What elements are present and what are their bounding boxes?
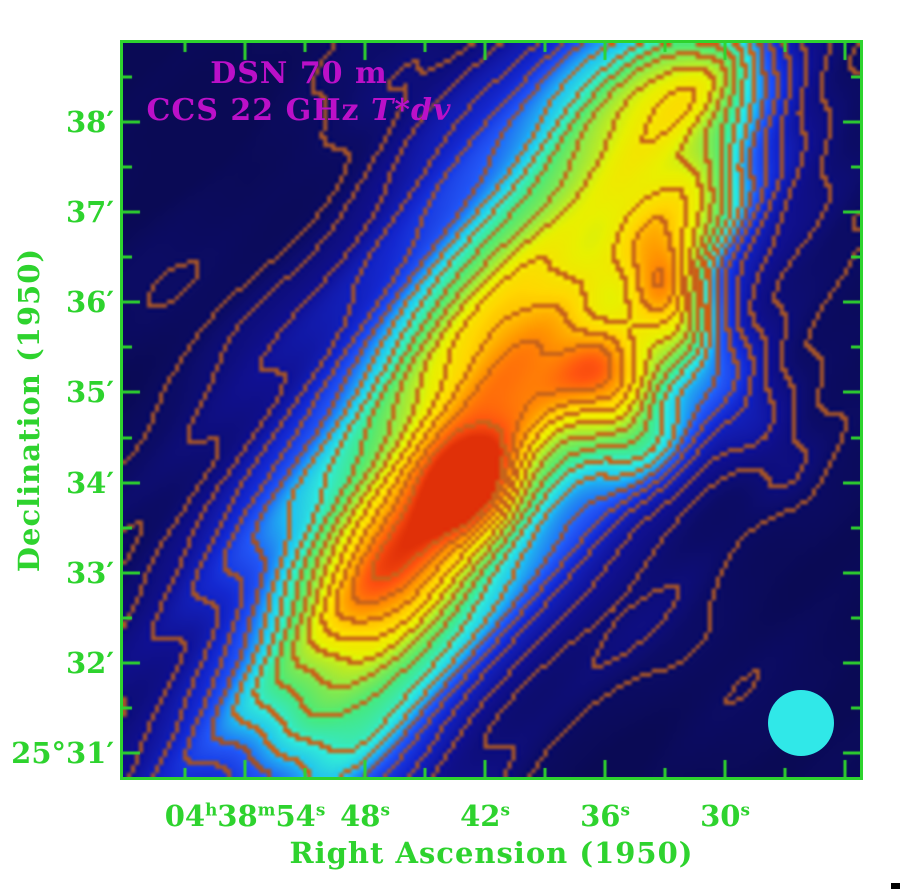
y-tick-label: 25°31′ [11, 736, 114, 770]
y-tick-label: 35′ [65, 375, 114, 409]
y-tick-label: 32′ [65, 646, 114, 680]
y-tick-label: 37′ [65, 195, 114, 229]
x-tick-label: 04h38m54s [164, 799, 326, 833]
beam-circle [768, 690, 834, 756]
corner-artifact [891, 883, 900, 889]
x-tick-label: 48s [340, 799, 390, 833]
y-tick-label: 33′ [65, 556, 114, 590]
y-tick-label: 38′ [65, 105, 114, 139]
map-title-line2-text: CCS 22 GHz [146, 93, 360, 128]
y-tick-label: 34′ [65, 466, 114, 500]
x-tick-label: 36s [580, 799, 630, 833]
map-title-line2: CCS 22 GHz T*dv [123, 92, 475, 129]
sky-map-plot: DSN 70 m CCS 22 GHz T*dv [120, 40, 863, 780]
y-tick-label: 36′ [65, 285, 114, 319]
map-title: DSN 70 m CCS 22 GHz T*dv [123, 55, 475, 129]
sky-map-canvas [123, 43, 860, 777]
x-axis-title: Right Ascension (1950) [289, 836, 694, 870]
x-tick-label: 42s [460, 799, 510, 833]
integral-expression: T*dv [371, 93, 452, 128]
x-tick-label: 30s [700, 799, 750, 833]
map-title-line1: DSN 70 m [210, 56, 388, 91]
